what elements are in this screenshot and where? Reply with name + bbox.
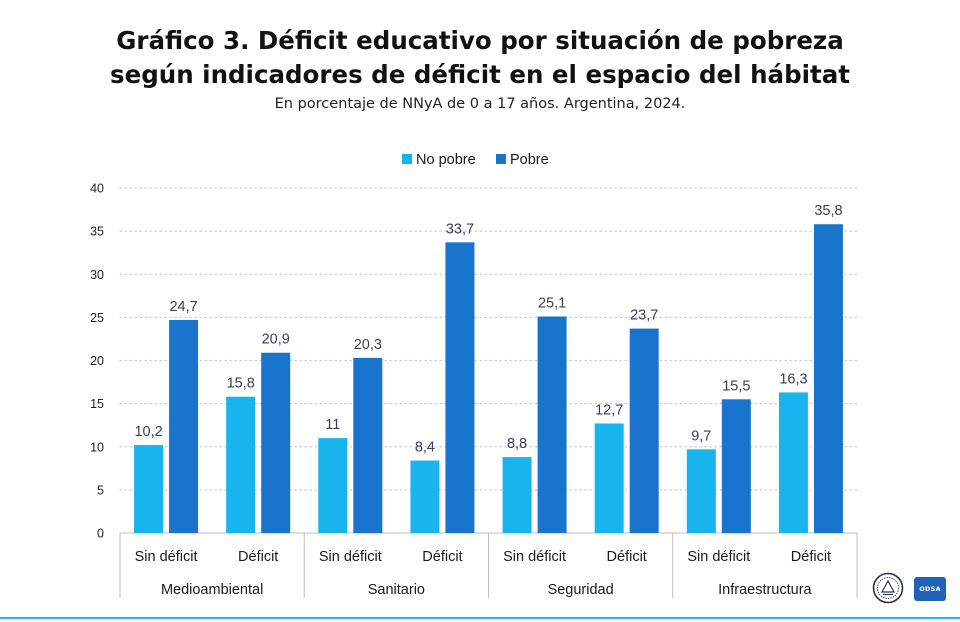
y-tick-label: 40 xyxy=(90,182,104,196)
chart-title: Gráfico 3. Déficit educativo por situaci… xyxy=(0,24,960,92)
data-label: 20,3 xyxy=(354,337,382,353)
x-tick-label: Sin déficit xyxy=(687,549,750,565)
bar xyxy=(134,445,164,533)
bar xyxy=(410,460,440,533)
y-tick-label: 30 xyxy=(90,268,104,282)
y-tick-label: 25 xyxy=(90,311,104,325)
y-tick-label: 35 xyxy=(90,225,104,239)
data-label: 25,1 xyxy=(538,296,566,312)
odsa-logo: ODSA xyxy=(914,577,946,601)
data-label: 20,9 xyxy=(262,332,290,348)
data-label: 24,7 xyxy=(169,299,197,315)
group-label: Medioambiental xyxy=(161,582,263,598)
y-tick-label: 20 xyxy=(90,354,104,368)
bar xyxy=(318,438,348,533)
x-tick-label: Déficit xyxy=(238,549,278,565)
bar xyxy=(445,242,475,533)
x-tick-label: Déficit xyxy=(422,549,462,565)
data-label: 8,8 xyxy=(507,436,527,452)
bar xyxy=(629,328,659,533)
y-tick-label: 5 xyxy=(97,483,104,497)
data-label: 8,4 xyxy=(415,440,435,456)
data-label: 15,5 xyxy=(722,378,750,394)
university-seal-logo xyxy=(872,572,904,604)
data-label: 16,3 xyxy=(779,371,807,387)
data-label: 15,8 xyxy=(227,376,255,392)
bar xyxy=(261,352,291,533)
data-label: 11 xyxy=(325,417,340,433)
data-label: 12,7 xyxy=(595,402,623,418)
bar xyxy=(594,423,624,533)
footer-divider xyxy=(0,617,960,619)
bar xyxy=(226,396,256,533)
y-tick-label: 15 xyxy=(90,397,104,411)
x-tick-label: Déficit xyxy=(607,549,647,565)
legend-label: Pobre xyxy=(510,152,549,168)
bar xyxy=(169,319,199,533)
group-label: Infraestructura xyxy=(718,582,812,598)
bar xyxy=(537,316,567,533)
chart-subtitle: En porcentaje de NNyA de 0 a 17 años. Ar… xyxy=(274,96,686,112)
bar xyxy=(721,399,751,533)
x-tick-label: Sin déficit xyxy=(503,549,566,565)
group-label: Seguridad xyxy=(548,582,614,598)
bar xyxy=(686,449,716,533)
y-tick-label: 10 xyxy=(90,440,104,454)
x-tick-label: Sin déficit xyxy=(135,549,198,565)
bar xyxy=(778,392,808,533)
data-label: 33,7 xyxy=(446,221,474,237)
data-label: 9,7 xyxy=(691,428,711,444)
data-label: 23,7 xyxy=(630,308,658,324)
chart-title-line-1: Gráfico 3. Déficit educativo por situaci… xyxy=(116,26,844,55)
legend-label: No pobre xyxy=(416,152,476,168)
legend-swatch xyxy=(402,154,412,164)
legend-swatch xyxy=(496,154,506,164)
data-label: 35,8 xyxy=(814,203,842,219)
y-tick-label: 0 xyxy=(97,527,104,541)
data-label: 10,2 xyxy=(134,424,162,440)
x-tick-label: Déficit xyxy=(791,549,831,565)
bar xyxy=(502,457,532,533)
bar xyxy=(813,224,843,533)
chart-title-line-2: según indicadores de déficit en el espac… xyxy=(110,60,850,89)
bar xyxy=(353,357,383,533)
group-label: Sanitario xyxy=(368,582,425,598)
x-tick-label: Sin déficit xyxy=(319,549,382,565)
